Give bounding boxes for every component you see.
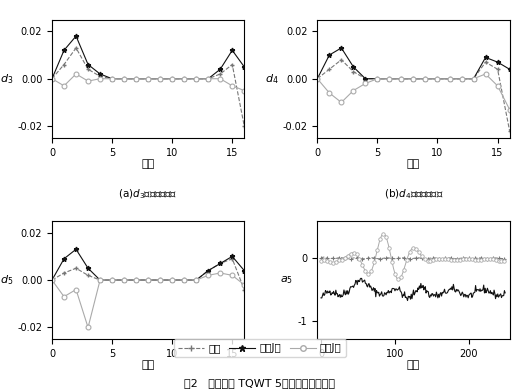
Text: (c)$d_5$系数波动曲线: (c)$d_5$系数波动曲线 [119, 389, 177, 390]
Y-axis label: $a_5$: $a_5$ [280, 274, 293, 286]
Y-axis label: $d_3$: $d_3$ [0, 72, 13, 86]
Y-axis label: $d_5$: $d_5$ [0, 273, 13, 287]
Legend: 正常, 良性J波, 恶性J波: 正常, 良性J波, 恶性J波 [174, 339, 346, 358]
Text: 图2   心拍片段 TQWT 5层分解系数波形图: 图2 心拍片段 TQWT 5层分解系数波形图 [185, 378, 335, 388]
Y-axis label: $d_4$: $d_4$ [265, 72, 278, 86]
X-axis label: 样本: 样本 [407, 159, 420, 169]
X-axis label: 样本: 样本 [141, 159, 155, 169]
Text: (b)$d_4$系数波动曲线: (b)$d_4$系数波动曲线 [384, 188, 443, 201]
X-axis label: 样本: 样本 [141, 360, 155, 370]
X-axis label: 样本: 样本 [407, 360, 420, 370]
Text: (d)$a_5$系数波动曲线: (d)$a_5$系数波动曲线 [384, 389, 443, 390]
Text: (a)$d_3$系数波动曲线: (a)$d_3$系数波动曲线 [119, 188, 178, 201]
